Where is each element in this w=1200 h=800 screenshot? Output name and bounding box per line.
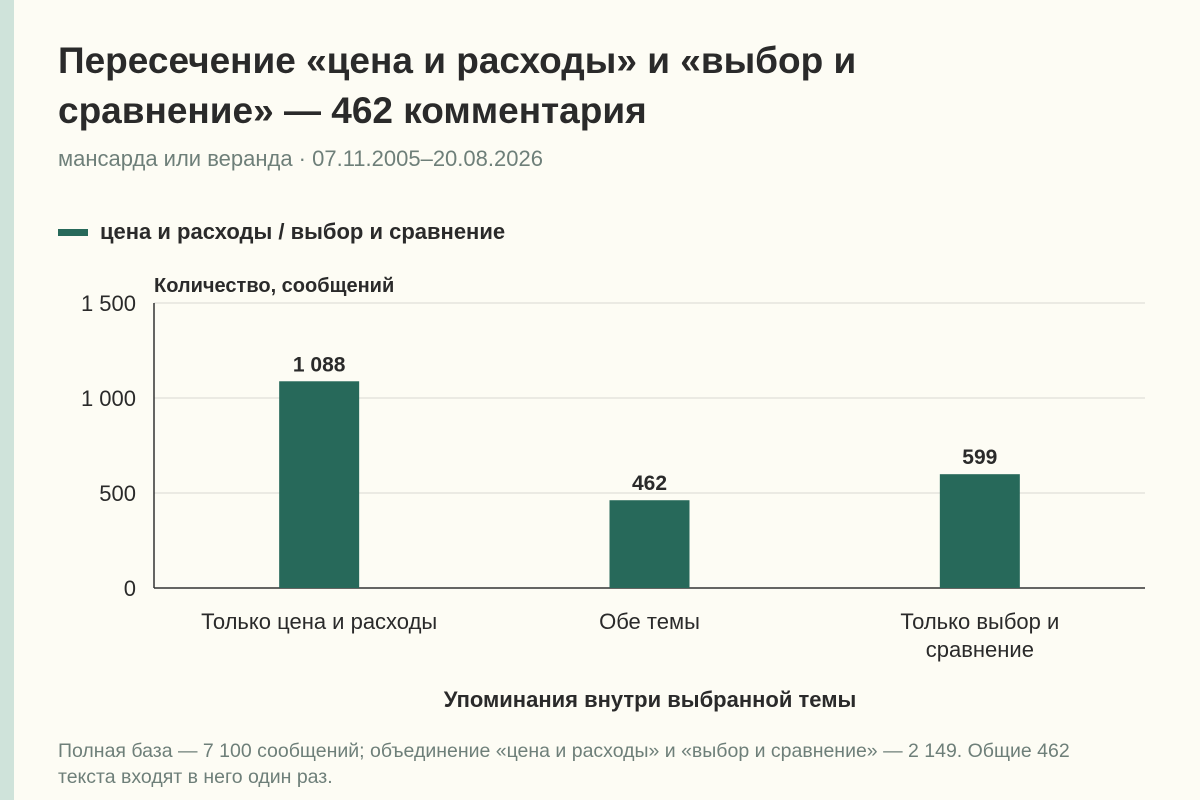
bar-chart: 0 500 1 000 1 500 Количество, сообщений 1 088… [81, 275, 1145, 712]
x-tick-label: Обе темы [599, 609, 700, 634]
y-tick-label: 0 [124, 576, 136, 601]
accent-strip [0, 0, 14, 800]
x-tick-label: Только цена и расходы [201, 609, 437, 634]
chart-title: Пересечение «цена и расходы» и «выбор и … [58, 40, 857, 131]
value-label: 462 [632, 472, 667, 495]
chart-subtitle: мансарда или веранда · 07.11.2005–20.08.… [58, 146, 543, 171]
y-tick-label: 500 [99, 481, 136, 506]
y-axis-title: Количество, сообщений [154, 275, 394, 297]
value-label: 599 [962, 446, 997, 469]
y-tick-label: 1 500 [81, 291, 136, 316]
bar [939, 474, 1020, 588]
footnote: Полная база — 7 100 сообщений; объединен… [58, 740, 1070, 788]
legend: цена и расходы / выбор и сравнение [58, 219, 505, 245]
legend-label: цена и расходы / выбор и сравнение [100, 219, 506, 244]
legend-swatch [58, 228, 88, 236]
bar [279, 381, 360, 588]
y-tick-label: 1 000 [81, 386, 136, 411]
bar [609, 500, 690, 588]
x-tick-label: Только выбор и сравнение [900, 609, 1059, 662]
value-label: 1 088 [293, 353, 346, 376]
x-axis-title: Упоминания внутри выбранной темы [444, 687, 857, 712]
